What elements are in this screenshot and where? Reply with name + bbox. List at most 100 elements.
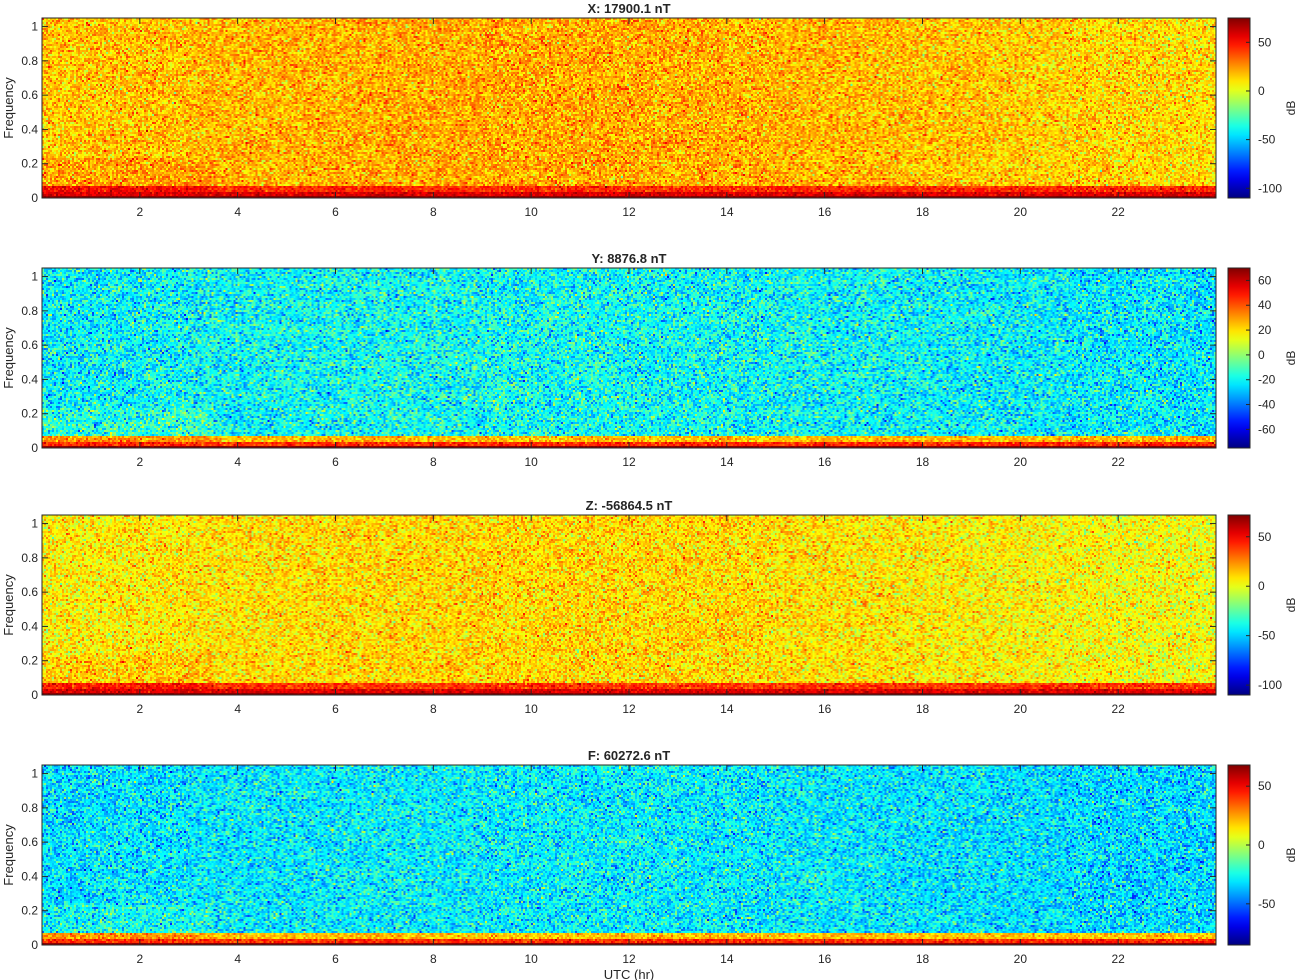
x-tick-label: 18 [916,205,930,219]
x-tick-label: 2 [136,455,143,469]
y-axis-label: Frequency [1,327,16,389]
x-tick-label: 20 [1014,205,1028,219]
colorbar-tick-label: 60 [1258,273,1272,287]
colorbar-box [1227,267,1251,449]
subplot-x: X: 17900.1 nT2 4 6 8 10 12 14 16 18 20 2200.20.40.… [1,1,1298,219]
colorbar-tick-label: -20 [1258,373,1276,387]
y-tick-label: 1 [31,767,38,781]
colorbar-tick-label: 40 [1258,298,1272,312]
y-tick-label: 0 [31,938,38,952]
y-tick-label: 0 [31,688,38,702]
colorbar-label: dB [1284,351,1298,366]
y-axis-label: Frequency [1,77,16,139]
y-tick-label: 0.8 [21,304,38,318]
colorbar-tick-label: -50 [1258,629,1276,643]
x-tick-label: 8 [430,455,437,469]
x-tick-label: 22 [1111,702,1125,716]
x-tick-label: 22 [1111,455,1125,469]
colorbar-tick-label: -40 [1258,398,1276,412]
colorbar [1228,765,1250,945]
subplot-z: Z: -56864.5 nT2 4 6 8 10 12 14 16 18 20 2200.20.40… [1,498,1298,716]
spectrogram-image [42,268,1216,448]
x-axis-label: UTC (hr) [604,967,655,980]
y-tick-label: 0.6 [21,585,38,599]
x-tick-label: 2 [136,205,143,219]
y-tick-label: 0.2 [21,904,38,918]
subplot-y: Y: 8876.8 nT2 4 6 8 10 12 14 16 18 20 2200.20.40.6… [1,251,1298,469]
y-tick-label: 0 [31,191,38,205]
y-axis-label: Frequency [1,574,16,636]
x-tick-label: 14 [720,455,734,469]
y-tick-label: 0.6 [21,338,38,352]
x-tick-label: 16 [818,702,832,716]
y-tick-label: 0.6 [21,88,38,102]
colorbar-tick-label: -100 [1258,678,1282,692]
x-tick-label: 16 [818,952,832,966]
x-tick-label: 22 [1111,952,1125,966]
x-tick-label: 8 [430,205,437,219]
x-tick-label: 14 [720,952,734,966]
x-tick-label: 6 [332,205,339,219]
colorbar-tick-label: 0 [1258,838,1265,852]
y-tick-label: 0.8 [21,54,38,68]
subplot-title: X: 17900.1 nT [587,1,670,16]
x-tick-label: 18 [916,702,930,716]
colorbar-tick-label: -50 [1258,897,1276,911]
x-tick-label: 16 [818,205,832,219]
x-tick-label: 2 [136,702,143,716]
y-tick-label: 0.2 [21,407,38,421]
y-tick-label: 0.4 [21,619,38,633]
y-tick-label: 0.4 [21,372,38,386]
y-axis-label: Frequency [1,824,16,886]
subplot-title: Z: -56864.5 nT [586,498,673,513]
x-tick-label: 4 [234,702,241,716]
spectrogram-image [42,515,1216,695]
colorbar-tick-label: 50 [1258,530,1272,544]
x-tick-label: 4 [234,205,241,219]
y-tick-label: 1 [31,517,38,531]
x-tick-label: 6 [332,455,339,469]
colorbar-label: dB [1284,101,1298,116]
subplot-f: F: 60272.6 nT2 4 6 8 10 12 14 16 18 20 2200.20.40.… [1,748,1298,980]
colorbar-tick-label: -100 [1258,181,1282,195]
x-tick-label: 18 [916,952,930,966]
x-tick-label: 10 [524,455,538,469]
x-tick-label: 20 [1014,702,1028,716]
y-tick-label: 0.4 [21,869,38,883]
colorbar-label: dB [1284,848,1298,863]
x-tick-label: 20 [1014,952,1028,966]
x-tick-label: 20 [1014,455,1028,469]
x-tick-label: 12 [622,952,636,966]
x-tick-label: 2 [136,952,143,966]
colorbar-box [1227,764,1251,946]
y-tick-label: 1 [31,20,38,34]
y-tick-label: 0.8 [21,551,38,565]
colorbar-tick-label: -50 [1258,133,1276,147]
colorbar [1228,268,1250,448]
colorbar-tick-label: 50 [1258,779,1272,793]
y-tick-label: 0 [31,441,38,455]
colorbar-tick-label: 0 [1258,579,1265,593]
y-tick-label: 0.2 [21,654,38,668]
x-tick-label: 22 [1111,205,1125,219]
y-tick-label: 0.2 [21,157,38,171]
colorbar-tick-label: 0 [1258,84,1265,98]
colorbar [1228,18,1250,198]
colorbar-tick-label: 20 [1258,323,1272,337]
x-tick-label: 6 [332,702,339,716]
y-tick-label: 0.4 [21,122,38,136]
x-tick-label: 4 [234,455,241,469]
x-tick-label: 12 [622,455,636,469]
x-tick-label: 8 [430,952,437,966]
colorbar [1228,515,1250,695]
x-tick-label: 14 [720,205,734,219]
y-tick-label: 1 [31,270,38,284]
x-tick-label: 6 [332,952,339,966]
colorbar-box [1227,17,1251,199]
y-tick-label: 0.8 [21,801,38,815]
x-tick-label: 4 [234,952,241,966]
x-tick-label: 8 [430,702,437,716]
colorbar-box [1227,514,1251,696]
colorbar-label: dB [1284,598,1298,613]
